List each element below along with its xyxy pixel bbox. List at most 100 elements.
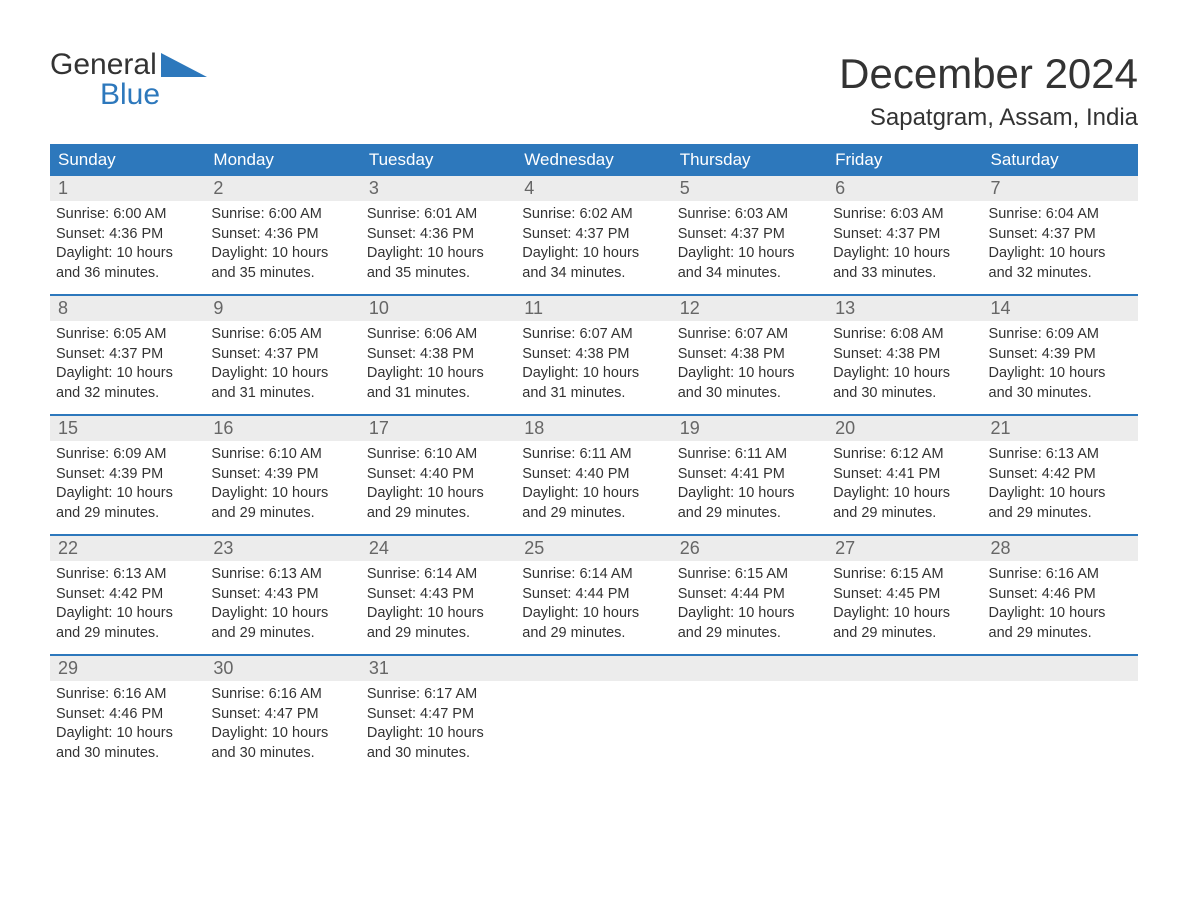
sunrise-text: Sunrise: 6:10 AM bbox=[211, 445, 354, 465]
day-number: 11 bbox=[516, 296, 671, 321]
day-body: Sunrise: 6:13 AMSunset: 4:42 PMDaylight:… bbox=[50, 561, 205, 643]
daylight-1-text: Daylight: 10 hours bbox=[522, 484, 665, 504]
day-header-row: SundayMondayTuesdayWednesdayThursdayFrid… bbox=[50, 144, 1138, 176]
day-body: Sunrise: 6:11 AMSunset: 4:41 PMDaylight:… bbox=[672, 441, 827, 523]
daylight-2-text: and 35 minutes. bbox=[367, 264, 510, 284]
day-cell: 12Sunrise: 6:07 AMSunset: 4:38 PMDayligh… bbox=[672, 296, 827, 414]
page-header: General Blue December 2024 Sapatgram, As… bbox=[50, 50, 1138, 132]
day-body: Sunrise: 6:13 AMSunset: 4:43 PMDaylight:… bbox=[205, 561, 360, 643]
day-body: Sunrise: 6:10 AMSunset: 4:39 PMDaylight:… bbox=[205, 441, 360, 523]
daylight-2-text: and 29 minutes. bbox=[522, 504, 665, 524]
sunrise-text: Sunrise: 6:04 AM bbox=[989, 205, 1132, 225]
daylight-1-text: Daylight: 10 hours bbox=[678, 364, 821, 384]
day-cell: 16Sunrise: 6:10 AMSunset: 4:39 PMDayligh… bbox=[205, 416, 360, 534]
day-body: Sunrise: 6:07 AMSunset: 4:38 PMDaylight:… bbox=[672, 321, 827, 403]
daylight-2-text: and 29 minutes. bbox=[211, 504, 354, 524]
day-number: 6 bbox=[827, 176, 982, 201]
sunrise-text: Sunrise: 6:16 AM bbox=[989, 565, 1132, 585]
daylight-1-text: Daylight: 10 hours bbox=[833, 484, 976, 504]
day-cell: 22Sunrise: 6:13 AMSunset: 4:42 PMDayligh… bbox=[50, 536, 205, 654]
day-body: Sunrise: 6:02 AMSunset: 4:37 PMDaylight:… bbox=[516, 201, 671, 283]
sunrise-text: Sunrise: 6:01 AM bbox=[367, 205, 510, 225]
daylight-2-text: and 32 minutes. bbox=[56, 384, 199, 404]
daylight-1-text: Daylight: 10 hours bbox=[522, 244, 665, 264]
month-title: December 2024 bbox=[839, 50, 1138, 98]
daylight-2-text: and 29 minutes. bbox=[989, 624, 1132, 644]
day-cell: 7Sunrise: 6:04 AMSunset: 4:37 PMDaylight… bbox=[983, 176, 1138, 294]
logo: General Blue bbox=[50, 50, 207, 110]
day-body: Sunrise: 6:11 AMSunset: 4:40 PMDaylight:… bbox=[516, 441, 671, 523]
day-number: 13 bbox=[827, 296, 982, 321]
day-cell: 24Sunrise: 6:14 AMSunset: 4:43 PMDayligh… bbox=[361, 536, 516, 654]
sunrise-text: Sunrise: 6:02 AM bbox=[522, 205, 665, 225]
sunset-text: Sunset: 4:38 PM bbox=[522, 345, 665, 365]
day-body: Sunrise: 6:14 AMSunset: 4:44 PMDaylight:… bbox=[516, 561, 671, 643]
day-cell: 27Sunrise: 6:15 AMSunset: 4:45 PMDayligh… bbox=[827, 536, 982, 654]
daylight-1-text: Daylight: 10 hours bbox=[211, 364, 354, 384]
sunset-text: Sunset: 4:40 PM bbox=[522, 465, 665, 485]
day-cell: 3Sunrise: 6:01 AMSunset: 4:36 PMDaylight… bbox=[361, 176, 516, 294]
daylight-2-text: and 29 minutes. bbox=[989, 504, 1132, 524]
sunrise-text: Sunrise: 6:09 AM bbox=[989, 325, 1132, 345]
sunset-text: Sunset: 4:36 PM bbox=[211, 225, 354, 245]
daylight-2-text: and 29 minutes. bbox=[367, 624, 510, 644]
daylight-2-text: and 32 minutes. bbox=[989, 264, 1132, 284]
day-body: Sunrise: 6:00 AMSunset: 4:36 PMDaylight:… bbox=[205, 201, 360, 283]
day-body: Sunrise: 6:16 AMSunset: 4:46 PMDaylight:… bbox=[50, 681, 205, 763]
day-cell: 21Sunrise: 6:13 AMSunset: 4:42 PMDayligh… bbox=[983, 416, 1138, 534]
daylight-2-text: and 34 minutes. bbox=[522, 264, 665, 284]
daylight-1-text: Daylight: 10 hours bbox=[678, 484, 821, 504]
daylight-1-text: Daylight: 10 hours bbox=[367, 604, 510, 624]
daylight-1-text: Daylight: 10 hours bbox=[989, 244, 1132, 264]
day-body: Sunrise: 6:10 AMSunset: 4:40 PMDaylight:… bbox=[361, 441, 516, 523]
location-subtitle: Sapatgram, Assam, India bbox=[839, 104, 1138, 132]
sunrise-text: Sunrise: 6:11 AM bbox=[678, 445, 821, 465]
day-cell bbox=[672, 656, 827, 774]
daylight-1-text: Daylight: 10 hours bbox=[522, 364, 665, 384]
day-cell: 5Sunrise: 6:03 AMSunset: 4:37 PMDaylight… bbox=[672, 176, 827, 294]
day-number: 24 bbox=[361, 536, 516, 561]
daylight-2-text: and 29 minutes. bbox=[833, 624, 976, 644]
day-number: 3 bbox=[361, 176, 516, 201]
sunset-text: Sunset: 4:38 PM bbox=[833, 345, 976, 365]
day-number: 27 bbox=[827, 536, 982, 561]
day-header: Wednesday bbox=[516, 144, 671, 176]
sunrise-text: Sunrise: 6:17 AM bbox=[367, 685, 510, 705]
day-body: Sunrise: 6:06 AMSunset: 4:38 PMDaylight:… bbox=[361, 321, 516, 403]
day-cell: 6Sunrise: 6:03 AMSunset: 4:37 PMDaylight… bbox=[827, 176, 982, 294]
daylight-2-text: and 31 minutes. bbox=[522, 384, 665, 404]
day-cell: 28Sunrise: 6:16 AMSunset: 4:46 PMDayligh… bbox=[983, 536, 1138, 654]
daylight-1-text: Daylight: 10 hours bbox=[678, 244, 821, 264]
day-number: 15 bbox=[50, 416, 205, 441]
sunrise-text: Sunrise: 6:08 AM bbox=[833, 325, 976, 345]
sunset-text: Sunset: 4:44 PM bbox=[678, 585, 821, 605]
day-cell: 2Sunrise: 6:00 AMSunset: 4:36 PMDaylight… bbox=[205, 176, 360, 294]
day-number: 2 bbox=[205, 176, 360, 201]
sunrise-text: Sunrise: 6:07 AM bbox=[678, 325, 821, 345]
week-row: 22Sunrise: 6:13 AMSunset: 4:42 PMDayligh… bbox=[50, 534, 1138, 654]
day-number: 23 bbox=[205, 536, 360, 561]
day-body: Sunrise: 6:12 AMSunset: 4:41 PMDaylight:… bbox=[827, 441, 982, 523]
daylight-1-text: Daylight: 10 hours bbox=[211, 724, 354, 744]
day-body: Sunrise: 6:04 AMSunset: 4:37 PMDaylight:… bbox=[983, 201, 1138, 283]
sunrise-text: Sunrise: 6:16 AM bbox=[211, 685, 354, 705]
day-cell: 4Sunrise: 6:02 AMSunset: 4:37 PMDaylight… bbox=[516, 176, 671, 294]
sunset-text: Sunset: 4:41 PM bbox=[678, 465, 821, 485]
day-cell: 31Sunrise: 6:17 AMSunset: 4:47 PMDayligh… bbox=[361, 656, 516, 774]
sunset-text: Sunset: 4:39 PM bbox=[56, 465, 199, 485]
sunrise-text: Sunrise: 6:05 AM bbox=[211, 325, 354, 345]
sunset-text: Sunset: 4:43 PM bbox=[211, 585, 354, 605]
calendar: SundayMondayTuesdayWednesdayThursdayFrid… bbox=[50, 144, 1138, 774]
logo-text-blue: Blue bbox=[100, 80, 207, 110]
day-header: Monday bbox=[205, 144, 360, 176]
sunrise-text: Sunrise: 6:09 AM bbox=[56, 445, 199, 465]
daylight-1-text: Daylight: 10 hours bbox=[678, 604, 821, 624]
day-number: 29 bbox=[50, 656, 205, 681]
daylight-1-text: Daylight: 10 hours bbox=[833, 364, 976, 384]
daylight-2-text: and 29 minutes. bbox=[211, 624, 354, 644]
day-number: 26 bbox=[672, 536, 827, 561]
daylight-1-text: Daylight: 10 hours bbox=[833, 604, 976, 624]
daylight-1-text: Daylight: 10 hours bbox=[989, 364, 1132, 384]
day-cell: 17Sunrise: 6:10 AMSunset: 4:40 PMDayligh… bbox=[361, 416, 516, 534]
sunset-text: Sunset: 4:41 PM bbox=[833, 465, 976, 485]
